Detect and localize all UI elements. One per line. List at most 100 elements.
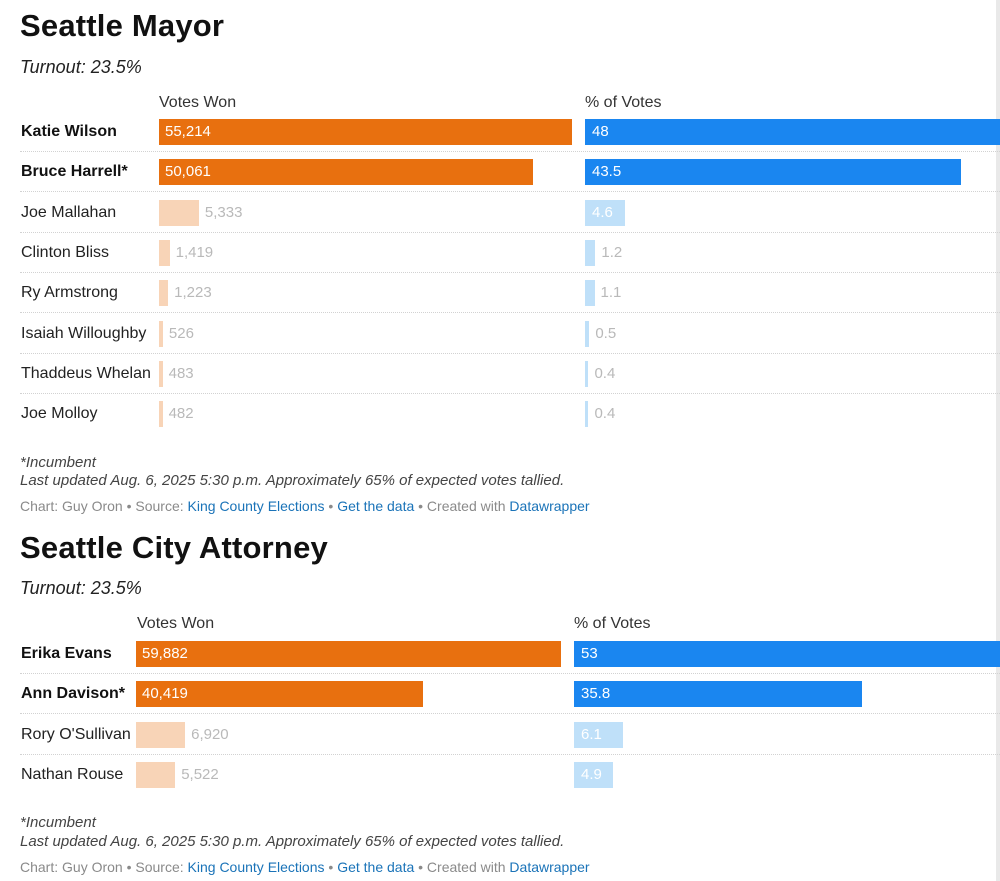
candidate-name: Ann Davison* xyxy=(21,685,126,703)
percent-bar xyxy=(574,681,862,708)
credit-created-with: • Created with xyxy=(414,859,510,875)
percent-value-label: 4.9 xyxy=(581,765,602,783)
candidate-row: Ry Armstrong 1,223 1.1 xyxy=(20,273,1000,314)
candidate-name: Joe Mallahan xyxy=(21,203,117,221)
votes-value-label: 482 xyxy=(168,405,194,423)
candidate-row: Ann Davison* 40,419 35.8 xyxy=(20,674,1000,715)
percent-bar xyxy=(574,721,624,748)
percent-value-label: 35.8 xyxy=(581,685,611,703)
votes-bar xyxy=(159,159,534,186)
votes-value-label: 1,223 xyxy=(174,284,212,302)
percent-bar xyxy=(574,641,1000,667)
candidate-name: Nathan Rouse xyxy=(21,765,124,783)
candidate-name: Bruce Harrell* xyxy=(21,163,128,181)
percent-value-label: 0.4 xyxy=(594,364,616,382)
votes-bar xyxy=(136,721,186,748)
chart-title: Seattle Mayor xyxy=(20,8,225,43)
votes-value-label: 6,920 xyxy=(191,725,229,743)
votes-value-label: 50,061 xyxy=(165,163,211,181)
votes-bar xyxy=(159,320,163,347)
percent-bar xyxy=(585,119,1000,145)
candidate-name: Joe Molloy xyxy=(21,405,98,423)
datawrapper-link[interactable]: Datawrapper xyxy=(509,498,590,514)
source-link[interactable]: King County Elections xyxy=(187,859,325,875)
percent-value-label: 0.4 xyxy=(594,405,616,423)
percent-bar xyxy=(585,159,962,186)
votes-bar xyxy=(136,761,176,788)
candidate-row: Bruce Harrell* 50,061 43.5 xyxy=(20,152,1000,193)
votes-column-header: Votes Won xyxy=(159,94,237,111)
votes-value-label: 526 xyxy=(168,324,194,342)
percent-bar xyxy=(585,360,589,387)
credit-prefix: Chart: Guy Oron • Source: xyxy=(20,498,188,514)
percent-bar xyxy=(585,280,595,307)
get-data-link[interactable]: Get the data xyxy=(337,859,415,875)
votes-column-header: Votes Won xyxy=(137,615,215,632)
percent-value-label: 48 xyxy=(592,123,609,140)
candidate-row: Erika Evans 59,882 53 xyxy=(20,634,1000,674)
credit-separator: • xyxy=(324,498,338,514)
pct-column-header: % of Votes xyxy=(574,615,651,632)
votes-value-label: 59,882 xyxy=(142,645,188,662)
percent-value-label: 4.6 xyxy=(592,203,613,221)
votes-value-label: 483 xyxy=(168,364,194,382)
pct-column-header: % of Votes xyxy=(585,94,662,111)
datawrapper-link[interactable]: Datawrapper xyxy=(509,859,590,875)
candidate-row: Thaddeus Whelan 483 0.4 xyxy=(20,354,1000,394)
votes-bar xyxy=(136,681,423,708)
seattle-city-attorney-chart: Seattle City Attorney Turnout: 23.5% Vot… xyxy=(0,521,1000,881)
credit-separator: • xyxy=(324,859,338,875)
candidate-row: Clinton Bliss 1,419 1.2 xyxy=(20,233,1000,273)
chart-credit: Chart: Guy Oron • Source: King County El… xyxy=(20,498,590,514)
votes-bar xyxy=(159,199,199,226)
credit-prefix: Chart: Guy Oron • Source: xyxy=(20,859,188,875)
percent-bar xyxy=(585,239,596,266)
candidate-name: Katie Wilson xyxy=(21,123,117,140)
votes-value-label: 5,333 xyxy=(204,203,243,221)
percent-bar xyxy=(585,401,589,428)
votes-value-label: 1,419 xyxy=(175,243,214,261)
get-data-link[interactable]: Get the data xyxy=(337,498,415,514)
turnout-label: Turnout: 23.5% xyxy=(20,578,142,598)
percent-value-label: 43.5 xyxy=(592,163,622,181)
percent-value-label: 0.5 xyxy=(595,324,617,342)
last-updated-note: Last updated Aug. 6, 2025 5:30 p.m. Appr… xyxy=(20,833,565,850)
credit-created-with: • Created with xyxy=(414,498,510,514)
candidate-name: Rory O'Sullivan xyxy=(21,725,131,743)
turnout-label: Turnout: 23.5% xyxy=(20,57,142,77)
candidate-row: Nathan Rouse 5,522 4.9 xyxy=(20,755,1000,795)
votes-bar xyxy=(159,239,170,266)
votes-value-label: 5,522 xyxy=(181,765,219,783)
percent-bar xyxy=(574,761,614,788)
percent-bar xyxy=(585,320,590,347)
page-edge xyxy=(996,0,1000,881)
last-updated-note: Last updated Aug. 6, 2025 5:30 p.m. Appr… xyxy=(20,472,565,489)
seattle-mayor-chart: Seattle Mayor Turnout: 23.5% Votes Won %… xyxy=(20,8,1000,514)
chart-title: Seattle City Attorney xyxy=(20,530,328,565)
candidate-row: Joe Molloy 482 0.4 xyxy=(20,394,1000,434)
candidate-name: Ry Armstrong xyxy=(21,284,118,302)
candidate-row: Katie Wilson 55,214 48 xyxy=(20,112,1000,152)
candidate-name: Thaddeus Whelan xyxy=(21,364,151,382)
percent-value-label: 53 xyxy=(581,645,598,662)
incumbent-footnote: *Incumbent xyxy=(20,814,96,831)
percent-value-label: 1.1 xyxy=(600,284,622,302)
candidate-row: Rory O'Sullivan 6,920 6.1 xyxy=(20,715,1000,755)
candidate-name: Isaiah Willoughby xyxy=(21,324,147,342)
votes-bar xyxy=(159,401,163,428)
percent-value-label: 6.1 xyxy=(581,725,602,743)
candidate-row: Joe Mallahan 5,333 4.6 xyxy=(20,193,1000,233)
candidate-row: Isaiah Willoughby 526 0.5 xyxy=(20,314,1000,354)
votes-bar xyxy=(159,360,163,387)
votes-value-label: 40,419 xyxy=(142,685,188,703)
percent-bar xyxy=(585,199,625,226)
candidate-name: Clinton Bliss xyxy=(21,243,110,261)
votes-value-label: 55,214 xyxy=(165,123,211,140)
source-link[interactable]: King County Elections xyxy=(187,498,325,514)
votes-bar xyxy=(159,119,572,145)
votes-bar xyxy=(136,641,561,667)
percent-value-label: 1.2 xyxy=(601,243,623,261)
candidate-name: Erika Evans xyxy=(21,645,112,662)
incumbent-footnote: *Incumbent xyxy=(20,454,96,471)
chart-credit: Chart: Guy Oron • Source: King County El… xyxy=(20,859,590,875)
